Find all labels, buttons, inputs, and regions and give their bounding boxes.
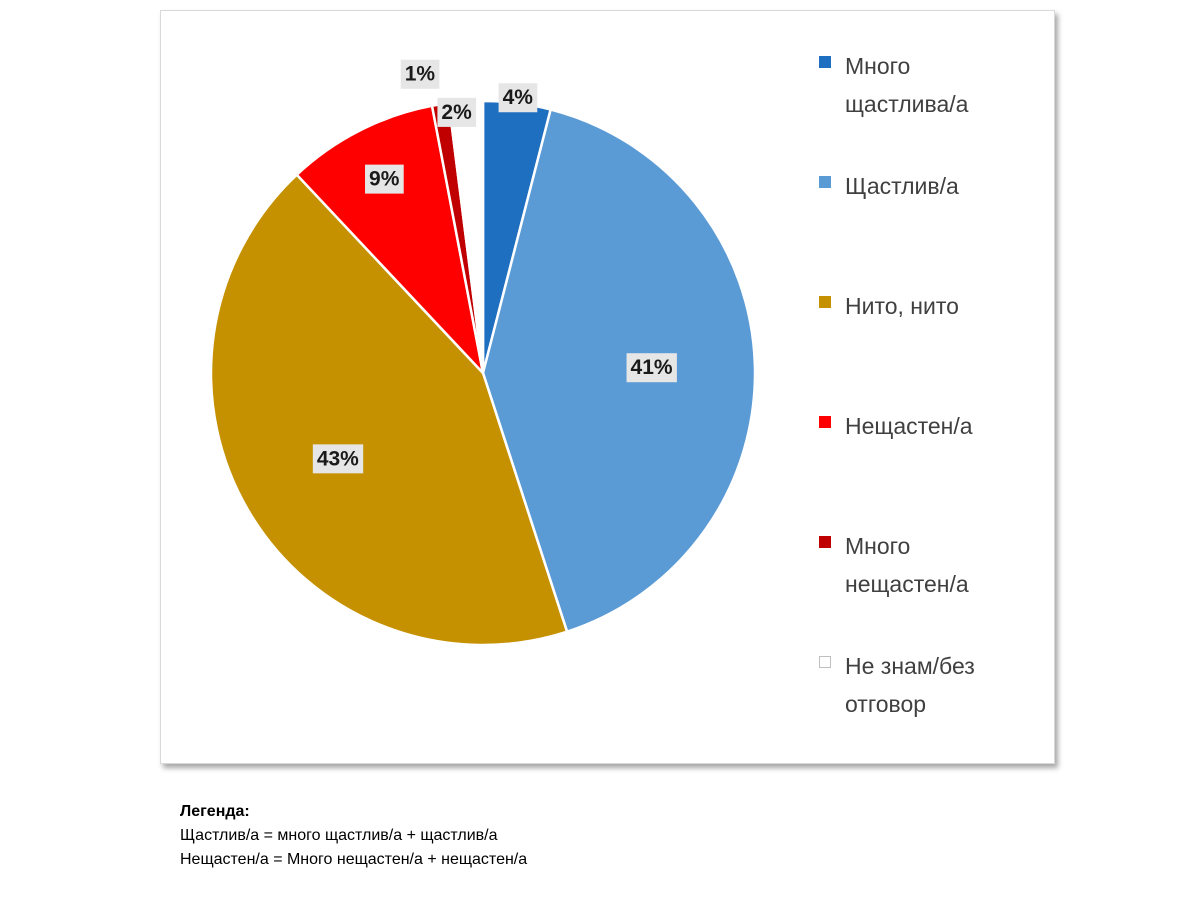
slice-label-text: 43% [317,447,359,470]
slice-data-label: 9% [365,164,404,194]
pie-slice [209,172,569,647]
slice-label-bg [365,164,404,194]
legend-label-cont: отговор [845,691,927,717]
slice-label-text: 2% [441,101,472,124]
slice-data-label: 1% [400,59,440,89]
slice-data-label: 2% [437,97,477,127]
legend-label: Нито, нито [845,293,959,319]
slice-label-bg [626,353,677,383]
footnote-line: Нещастен/а = Много нещастен/а + нещастен… [180,851,528,868]
legend-item-happy: Щастлив/а [819,167,1025,205]
slice-label-bg [400,59,440,89]
legend-label: Много [845,53,911,79]
legend-swatch [819,296,831,308]
legend-item-dont-know: Не знам/без отговор [819,647,1025,723]
footnote-legend: Легенда: Щастлив/а = много щастлив/а + щ… [180,800,527,872]
legend-label: Много [845,533,911,559]
legend-swatch [819,416,831,428]
legend-label: Не знам/без [845,653,975,679]
slice-label-text: 4% [503,86,534,109]
slice-label-text: 9% [369,168,400,191]
legend-item-neither: Нито, нито [819,287,1025,325]
legend-item-very-happy: Много щастлива/а [819,47,1025,123]
footnote-line: Щастлив/а = много щастлив/а + щастлив/а [180,827,498,844]
slice-label-bg [437,97,477,127]
pie-chart: 4% 41% 43% 9% 1%2% [209,59,757,647]
footnote-title: Легенда: [180,803,250,820]
legend-swatch [819,656,831,668]
slice-data-label: 4% [498,83,538,113]
slice-label-text: 41% [631,356,673,379]
legend-label: Щастлив/а [845,173,959,199]
slice-data-label: 41% [626,353,677,383]
legend-swatch [819,536,831,548]
slice-label-bg [498,83,538,113]
legend-label-cont: нещастен/а [845,571,969,597]
legend-label: Нещастен/а [845,413,973,439]
chart-frame: 4% 41% 43% 9% 1% 2% Много щастлива/а Щастлив/… [160,10,1055,764]
slice-label-text: 1% [405,63,436,86]
legend-swatch [819,56,831,68]
legend-item-very-unhappy: Много нещастен/а [819,527,1025,603]
legend-swatch [819,176,831,188]
pie-slice [481,108,757,634]
legend-label-cont: щастлива/а [845,91,969,117]
slice-label-bg [312,444,364,474]
pie-slice [295,104,486,377]
slice-data-label: 43% [312,444,364,474]
legend-item-unhappy: Нещастен/а [819,407,1025,445]
